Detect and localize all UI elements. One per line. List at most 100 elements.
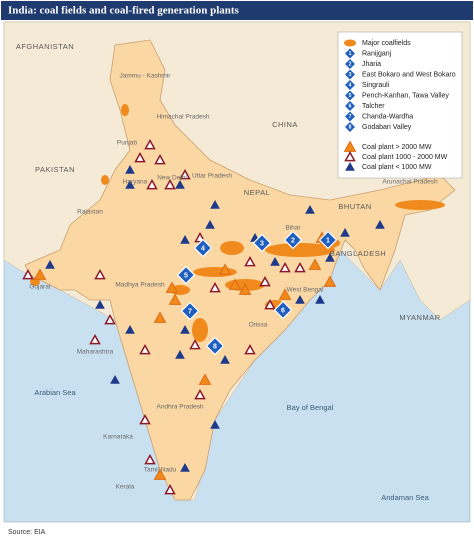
- plant: [244, 255, 256, 267]
- sea-label: Bay of Bengal: [287, 403, 334, 412]
- coalfield-number: 2: [291, 237, 295, 244]
- plant: [238, 283, 252, 295]
- plant: [125, 179, 135, 189]
- coalfield-marker: [180, 301, 200, 321]
- state-label: Kerala: [116, 484, 135, 491]
- legend-plant-label: Coal plant < 1000 MW: [362, 164, 432, 171]
- plant: [315, 294, 325, 304]
- coalfield: [265, 243, 335, 257]
- coalfield-marker: [176, 265, 196, 285]
- state-label: Himachal Pradesh: [156, 114, 209, 121]
- legend-coalfield-name: Godabari Valley: [362, 124, 412, 131]
- legend-plant-icon: [345, 161, 355, 171]
- plant: [308, 258, 322, 270]
- state-label: Uttar Pradesh: [192, 173, 232, 180]
- legend-number: 7: [349, 114, 352, 120]
- state-label: Arunachal Pradesh: [382, 179, 438, 186]
- plant: [179, 168, 191, 180]
- legend-coalfield-icon: [344, 39, 356, 47]
- legend-coalfield-name: Chanda-Wardha: [362, 113, 413, 120]
- legend-number: 2: [349, 62, 352, 68]
- state-label: Jammu - Kashmir: [120, 73, 172, 80]
- plant: [94, 268, 106, 280]
- plant: [125, 324, 135, 334]
- state-label: Tamil Nadu: [144, 467, 177, 474]
- legend-plant-label: Coal plant > 2000 MW: [362, 144, 432, 151]
- plant: [194, 388, 206, 400]
- coalfield-number: 6: [281, 307, 285, 314]
- state-label: Maharashtra: [77, 349, 114, 356]
- plant: [210, 419, 220, 429]
- coalfield: [192, 318, 208, 342]
- plant: [270, 256, 280, 266]
- plant: [278, 288, 292, 300]
- plant: [110, 374, 120, 384]
- state-label: Rajastan: [77, 209, 103, 216]
- plant: [154, 153, 166, 165]
- plant: [244, 343, 256, 355]
- legend-rows: 1 Ranijganj 2 Jharia 3 East Bokaro and West B…: [343, 48, 456, 171]
- legend-number: 4: [349, 83, 352, 89]
- state-label: Haryana: [123, 179, 148, 186]
- title: India: coal fields and coal-fired genera…: [8, 5, 240, 17]
- plant: [139, 413, 151, 425]
- coalfield-number: 1: [326, 237, 330, 244]
- coalfield-number: 5: [184, 272, 188, 279]
- plant: [180, 324, 190, 334]
- plant: [89, 333, 101, 345]
- coalfield: [101, 175, 109, 185]
- legend-number: 8: [349, 125, 352, 131]
- state-label: West Bengal: [287, 287, 324, 294]
- coalfield-marker: [283, 230, 303, 250]
- coalfield-marker: [252, 233, 272, 253]
- state-label: Madhya Pradesh: [115, 282, 165, 289]
- legend-coalfields-label: Major coalfields: [362, 40, 411, 47]
- legend-number: 3: [349, 72, 352, 78]
- plant: [323, 275, 337, 287]
- legend-plant-icon: [344, 150, 356, 162]
- plant: [164, 178, 176, 190]
- country-label: CHINA: [272, 120, 298, 129]
- plant: [180, 234, 190, 244]
- plant: [375, 219, 385, 229]
- legend-coalfield-name: Jharia: [362, 61, 381, 68]
- plant: [180, 462, 190, 472]
- coalfield: [193, 267, 237, 277]
- coalfield-marker: [273, 300, 293, 320]
- plant: [168, 293, 182, 305]
- coalfield: [395, 200, 445, 210]
- state-label: Punjab: [117, 140, 138, 147]
- plant: [325, 252, 335, 262]
- country-label: BHUTAN: [338, 202, 371, 211]
- coalfield: [30, 278, 40, 286]
- state-label: Orissa: [249, 322, 268, 329]
- country-label: NEPAL: [244, 188, 271, 197]
- state-label: Gujarat: [29, 284, 51, 291]
- title-bar: [1, 1, 473, 20]
- state-label: Karnataka: [103, 434, 133, 441]
- legend: [337, 31, 463, 179]
- state-label: New Delhi: [157, 175, 187, 182]
- coalfield-number: 7: [188, 308, 192, 315]
- plant: [198, 373, 212, 385]
- coalfield-number: 3: [260, 240, 264, 247]
- legend-coalfield-name: Talcher: [362, 103, 385, 110]
- coalfields: [30, 104, 445, 342]
- plant: [165, 281, 179, 293]
- state-label: Andhra Pradesh: [157, 404, 204, 411]
- labels: 1 2 3 4 5 6 7 8 AFGHANISTAN PAKISTAN CHINA NEPAL BHU…: [16, 42, 440, 502]
- plant: [305, 204, 315, 214]
- plant: [134, 151, 146, 163]
- plant: [22, 268, 34, 280]
- plant: [104, 313, 116, 325]
- state-label: Bihar: [285, 225, 301, 232]
- plant: [210, 199, 220, 209]
- plant: [205, 219, 215, 229]
- plant: [220, 354, 230, 364]
- plant: [264, 298, 276, 310]
- country-label: BANGLADESH: [330, 249, 386, 258]
- legend-coalfield-name: Ranijganj: [362, 50, 392, 57]
- country-label: AFGHANISTAN: [16, 42, 74, 51]
- legend-number: 6: [349, 104, 352, 110]
